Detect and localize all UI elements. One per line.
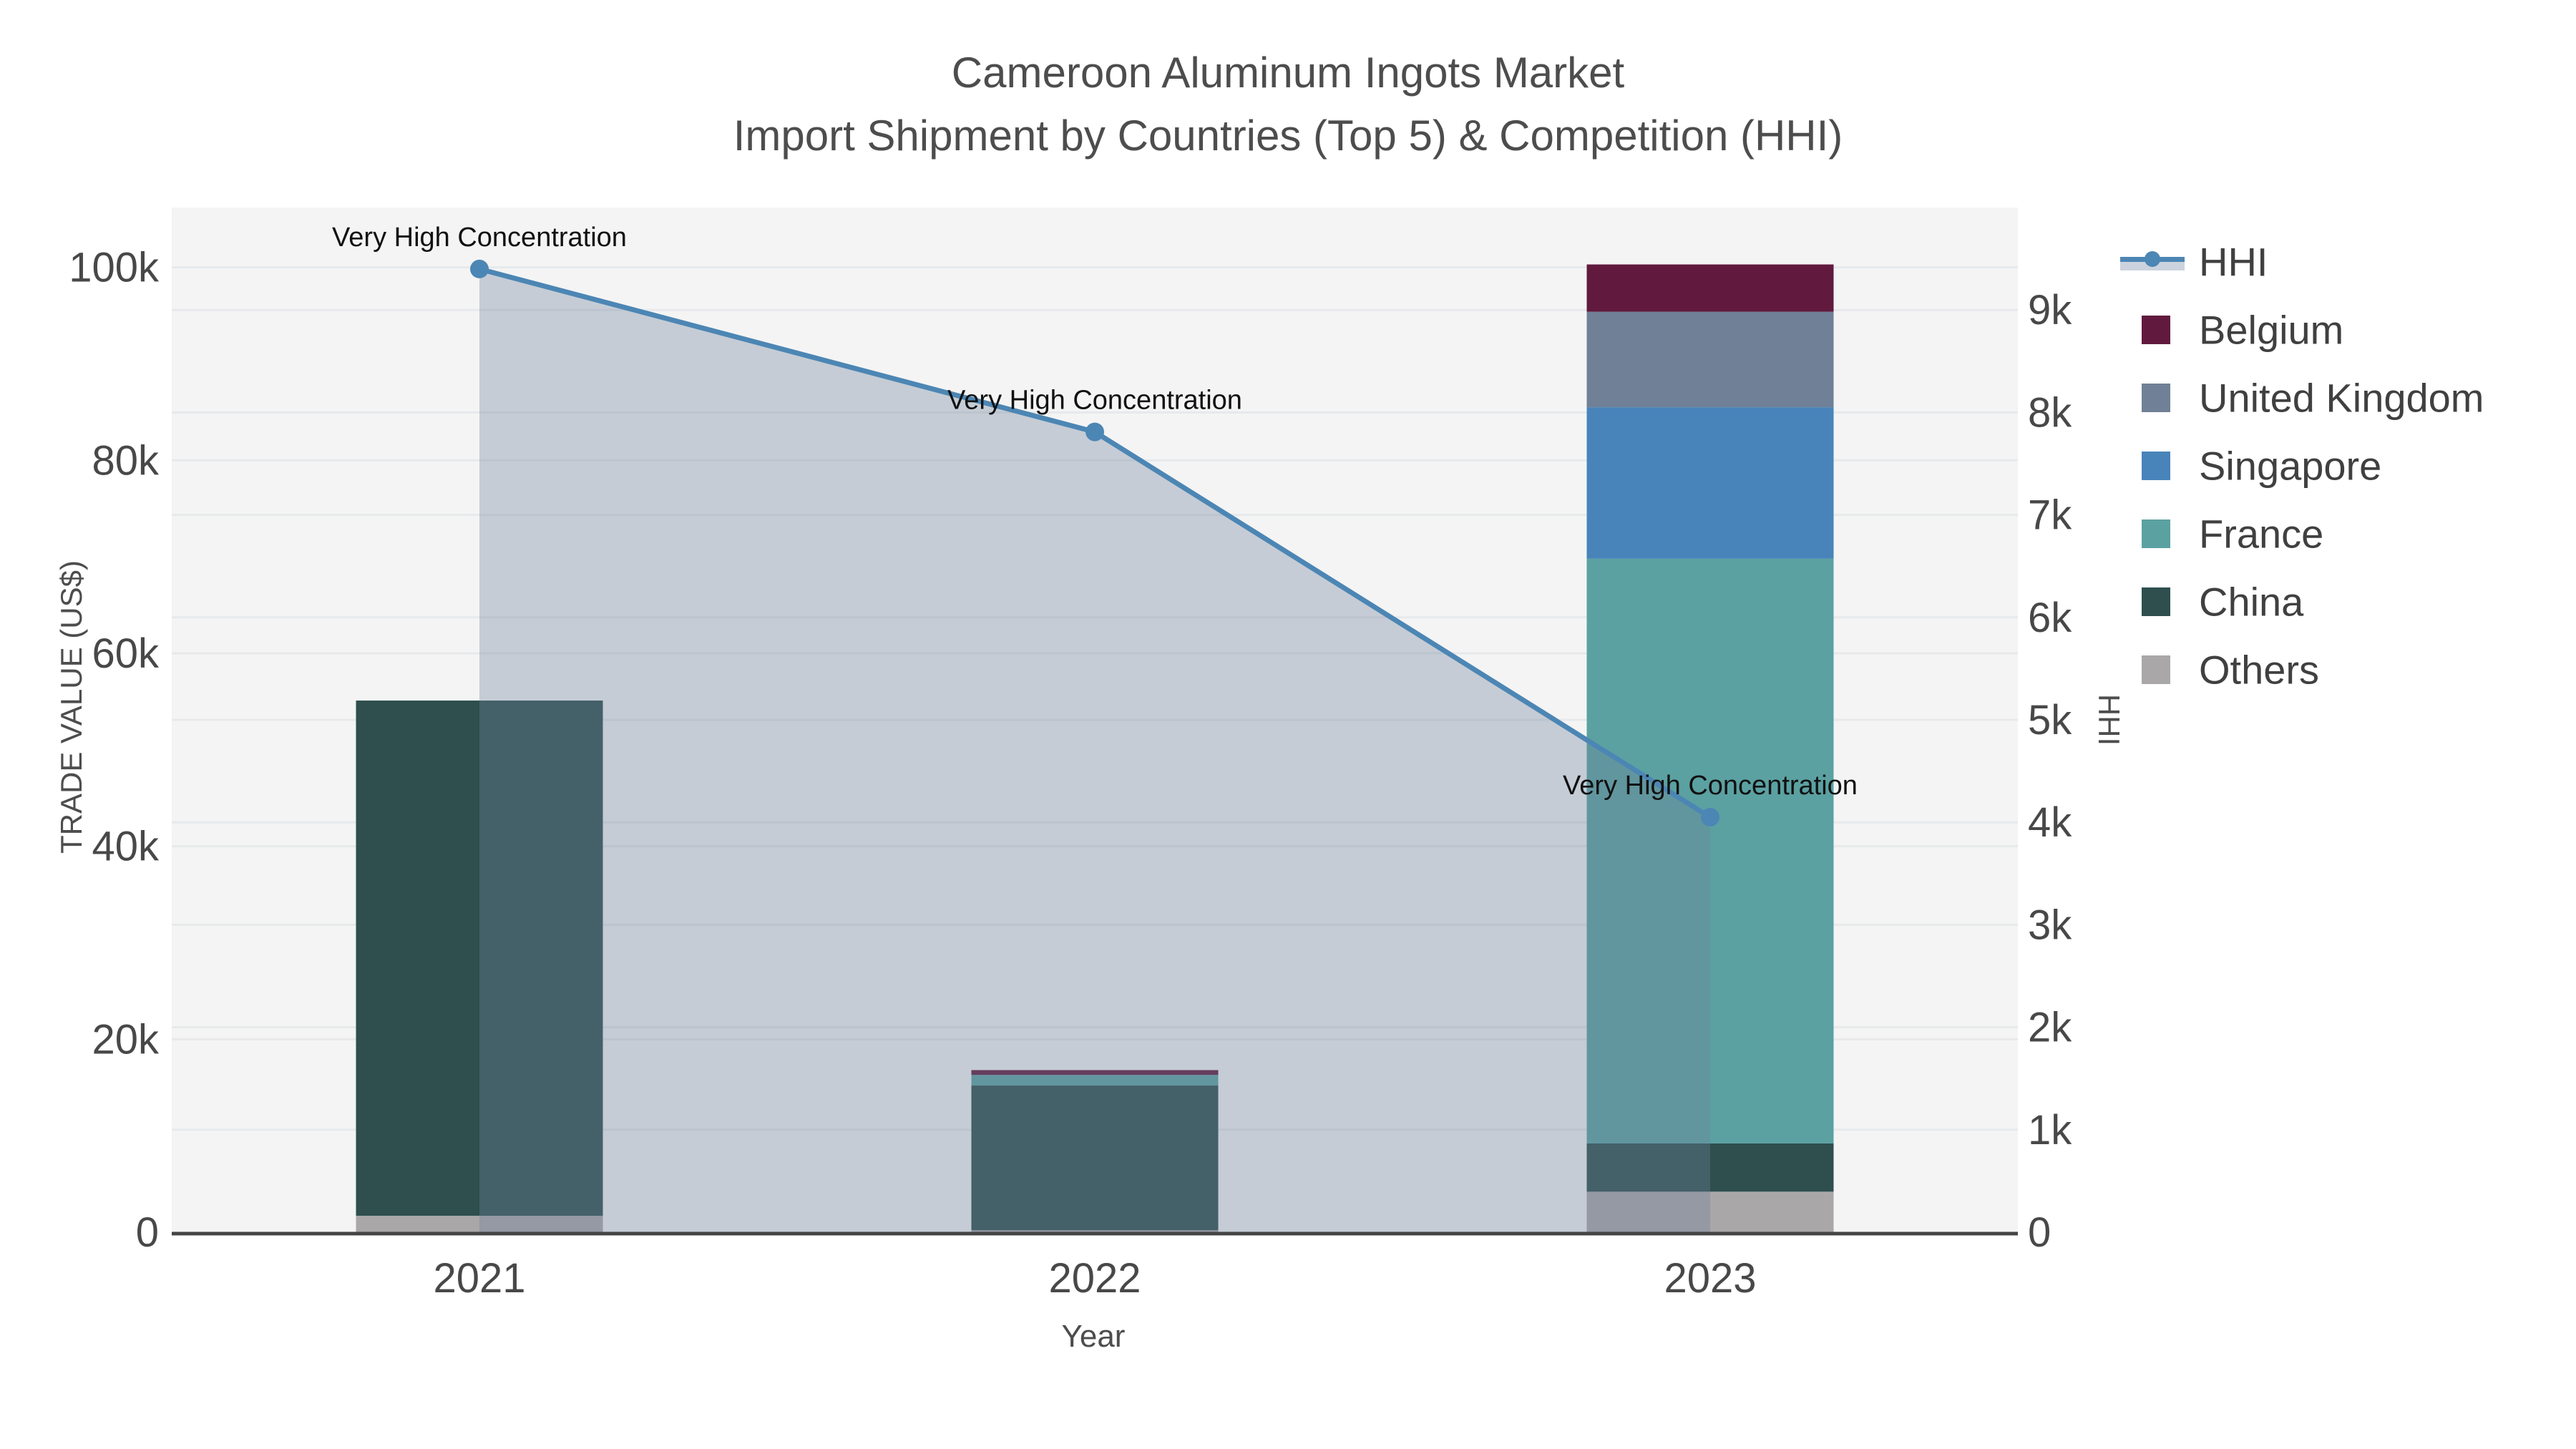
- bar-segment-2023-belgium[interactable]: [1586, 264, 1834, 312]
- legend-label: United Kingdom: [2199, 375, 2484, 420]
- x-tick-2022: 2022: [1048, 1255, 1141, 1302]
- hhi-marker-2021[interactable]: [470, 259, 489, 278]
- legend-item-china[interactable]: China: [2114, 567, 2558, 635]
- legend-item-hhi[interactable]: HHI: [2114, 228, 2558, 296]
- y-left-tick-4: 80k: [92, 437, 160, 484]
- y-right-tick-9: 9k: [2028, 287, 2072, 333]
- annotation-2021: Very High Concentration: [332, 223, 627, 253]
- legend-label: HHI: [2199, 239, 2268, 284]
- legend-swatch-belgium: [2142, 315, 2170, 344]
- y-right-tick-6: 6k: [2028, 595, 2072, 641]
- hhi-area-fill: [479, 268, 1710, 1232]
- y-right-tick-0: 0: [2028, 1209, 2051, 1256]
- legend-label: Belgium: [2199, 307, 2344, 352]
- bar-segment-2021-china[interactable]: [356, 701, 603, 1216]
- y-right-tick-5: 5k: [2028, 697, 2072, 743]
- legend-item-france[interactable]: France: [2114, 499, 2558, 567]
- bar-segment-2023-france[interactable]: [1586, 558, 1834, 1143]
- legend-swatch-china: [2142, 587, 2170, 616]
- y-right-tick-3: 3k: [2028, 902, 2072, 948]
- legend: HHI Belgium United Kingdom Singapore France C…: [2114, 228, 2558, 703]
- y-right-tick-7: 7k: [2028, 492, 2072, 539]
- hhi-marker-2022[interactable]: [1085, 422, 1104, 441]
- y-right-tick-8: 8k: [2028, 389, 2072, 436]
- x-tick-2023: 2023: [1664, 1255, 1756, 1302]
- legend-label: Singapore: [2199, 443, 2382, 488]
- bar-segment-2023-china[interactable]: [1586, 1143, 1834, 1192]
- x-axis-title: Year: [1061, 1319, 1126, 1354]
- legend-label: France: [2199, 511, 2324, 556]
- y-right-tick-2: 2k: [2028, 1005, 2072, 1051]
- bar-segment-2022-china[interactable]: [971, 1085, 1219, 1231]
- bar-segment-2022-others[interactable]: [971, 1230, 1219, 1232]
- legend-swatch-singapore: [2142, 451, 2170, 480]
- legend-item-others[interactable]: Others: [2114, 635, 2558, 703]
- bar-segment-2023-united-kingdom[interactable]: [1586, 311, 1834, 408]
- annotation-2023: Very High Concentration: [1563, 771, 1858, 801]
- chart-title-line1: Cameroon Aluminum Ingots Market: [951, 49, 1625, 97]
- bar-segment-2022-france[interactable]: [971, 1075, 1219, 1086]
- bar-segment-2022-belgium[interactable]: [971, 1070, 1219, 1075]
- legend-label: China: [2199, 579, 2304, 624]
- y-left-tick-2: 40k: [92, 824, 160, 870]
- bar-segment-2021-others[interactable]: [356, 1216, 603, 1232]
- y-right-tick-1: 1k: [2028, 1107, 2072, 1153]
- legend-label: Others: [2199, 647, 2320, 692]
- y-left-tick-3: 60k: [92, 630, 160, 677]
- chart-title: Cameroon Aluminum Ingots Market Import S…: [0, 42, 2576, 167]
- bar-segment-2023-others[interactable]: [1586, 1191, 1834, 1232]
- y-left-axis-title: TRADE VALUE (US$): [54, 560, 88, 854]
- hhi-marker-icon: [2145, 250, 2160, 267]
- bar-segment-2023-singapore[interactable]: [1586, 407, 1834, 559]
- legend-item-singapore[interactable]: Singapore: [2114, 431, 2558, 499]
- y-left-tick-5: 100k: [69, 245, 160, 291]
- annotation-2022: Very High Concentration: [947, 386, 1242, 416]
- hhi-marker-2023[interactable]: [1701, 808, 1719, 827]
- legend-item-belgium[interactable]: Belgium: [2114, 296, 2558, 364]
- legend-item-united-kingdom[interactable]: United Kingdom: [2114, 364, 2558, 431]
- legend-swatch-others: [2142, 655, 2170, 684]
- x-tick-2021: 2021: [433, 1255, 525, 1302]
- y-left-tick-1: 20k: [92, 1016, 160, 1063]
- legend-swatch-united-kingdom: [2142, 383, 2170, 412]
- y-left-tick-0: 0: [136, 1209, 159, 1256]
- chart-title-line2: Import Shipment by Countries (Top 5) & C…: [733, 112, 1843, 160]
- y-right-tick-4: 4k: [2028, 799, 2072, 846]
- legend-swatch-france: [2142, 519, 2170, 548]
